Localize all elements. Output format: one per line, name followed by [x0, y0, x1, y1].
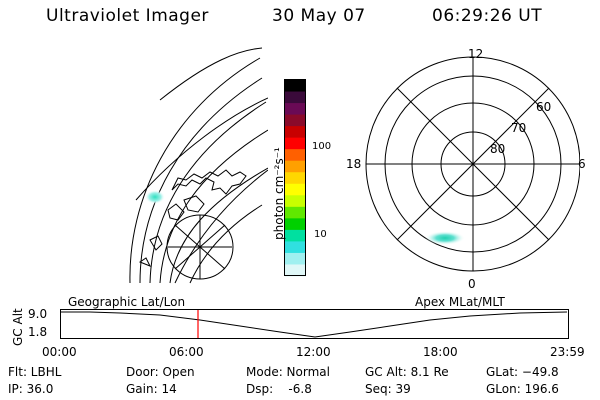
colorbar-band — [285, 264, 306, 277]
timeline-plot — [60, 309, 569, 339]
colorbar-band — [285, 252, 306, 265]
colorbar-band — [285, 91, 306, 104]
lat-label-60: 60 — [536, 100, 552, 114]
colorbar-band — [285, 149, 306, 162]
colorbar-band — [285, 183, 306, 196]
lat-label-70: 70 — [511, 121, 527, 135]
instrument-title: Ultraviolet Imager — [46, 6, 209, 26]
x-tick-1800: 18:00 — [423, 345, 458, 359]
time-label: 06:29:26 UT — [432, 6, 543, 26]
mlt-label-6: 6 — [578, 157, 586, 171]
colorbar-band — [285, 137, 306, 150]
timeline-y-tick-9: 9.0 — [28, 307, 48, 321]
colorbar-band — [285, 229, 306, 242]
x-tick-1200: 12:00 — [296, 345, 331, 359]
colorbar-band — [285, 160, 306, 173]
colorbar-tick-100: 100 — [312, 141, 332, 152]
lat-label-80: 80 — [490, 142, 506, 156]
door-info: Door: Open — [126, 365, 195, 379]
colorbar — [284, 79, 306, 277]
glon-info: GLon: 196.6 — [486, 382, 559, 396]
timeline-y-tick-1-8: 1.8 — [28, 325, 48, 339]
colorbar-band — [285, 114, 306, 127]
colorbar-band — [285, 80, 306, 93]
colorbar-unit-label: photon cm⁻²s⁻¹ — [272, 147, 286, 240]
mlt-label-12: 12 — [468, 47, 484, 61]
mlt-label-18: 18 — [346, 157, 362, 171]
colorbar-band — [285, 103, 306, 116]
colorbar-band — [285, 206, 306, 219]
timeline-y-axis-label: GC Alt — [11, 308, 25, 346]
gc-alt-info: GC Alt: 8.1 Re — [365, 365, 449, 379]
date-label: 30 May 07 — [272, 6, 366, 26]
x-tick-0000: 00:00 — [42, 345, 77, 359]
timeline-left-title: Geographic Lat/Lon — [68, 295, 186, 309]
seq-info: Seq: 39 — [365, 382, 411, 396]
gain-info: Gain: 14 — [126, 382, 177, 396]
dsp-info: Dsp: -6.8 — [246, 382, 312, 396]
colorbar-tick-10: 10 — [314, 229, 327, 240]
mode-info: Mode: Normal — [246, 365, 330, 379]
x-tick-0600: 06:00 — [169, 345, 204, 359]
ip-info: IP: 36.0 — [8, 382, 54, 396]
colorbar-band — [285, 241, 306, 254]
mlt-label-0: 0 — [468, 277, 476, 291]
timeline-right-title: Apex MLat/MLT — [415, 295, 505, 309]
x-tick-2359: 23:59 — [550, 345, 585, 359]
polar-plot — [365, 56, 580, 272]
colorbar-band — [285, 218, 306, 231]
colorbar-band — [285, 126, 306, 139]
colorbar-band — [285, 195, 306, 208]
filter-info: Flt: LBHL — [8, 365, 62, 379]
colorbar-band — [285, 172, 306, 185]
glat-info: GLat: −49.8 — [486, 365, 559, 379]
